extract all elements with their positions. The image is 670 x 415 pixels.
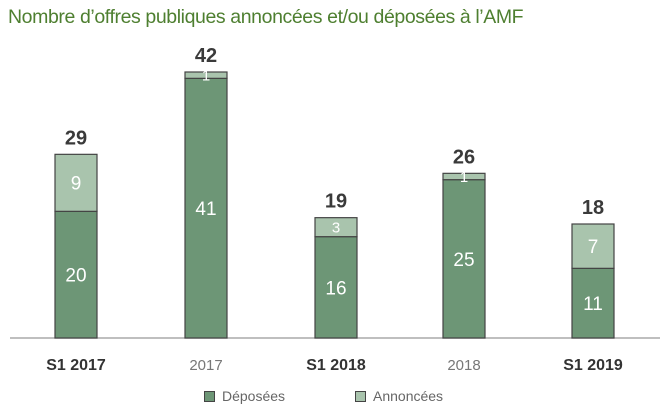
bar-deposees: [314, 236, 358, 339]
bar-deposees: [571, 267, 615, 339]
x-tick-label: S1 2019: [563, 357, 623, 374]
data-label-annoncees: 7: [588, 237, 599, 258]
x-tick-label: 2017: [189, 357, 222, 374]
x-tick-label: S1 2018: [306, 357, 366, 374]
total-label: 42: [195, 45, 217, 67]
total-label: 29: [65, 127, 87, 149]
legend-swatch-annoncees: [355, 390, 366, 402]
data-label-annoncees: 1: [202, 68, 210, 85]
data-label-deposees: 25: [453, 250, 474, 271]
total-label: 26: [453, 146, 475, 168]
bar-deposees: [442, 179, 486, 339]
x-tick-label: 2018: [447, 357, 480, 374]
total-label: 18: [582, 197, 604, 219]
bar-annoncees: [442, 172, 486, 181]
legend-label-annoncees: Annoncées: [373, 388, 444, 404]
legend-item-annoncees: Annoncées: [355, 388, 443, 404]
chart-title: Nombre d’offres publiques annoncées et/o…: [8, 6, 524, 28]
data-label-deposees: 16: [325, 278, 346, 299]
data-label-annoncees: 1: [460, 169, 468, 186]
bar-deposees: [184, 77, 228, 339]
legend-label-deposees: Déposées: [222, 388, 286, 404]
data-label-deposees: 20: [65, 266, 86, 287]
bar-annoncees: [54, 153, 98, 212]
data-label-annoncees: 9: [71, 174, 82, 195]
data-label-deposees: 41: [195, 199, 216, 220]
legend: Déposées Annoncées: [0, 388, 670, 408]
legend-item-deposees: Déposées: [204, 388, 285, 404]
bar-annoncees: [184, 71, 228, 79]
data-label-annoncees: 3: [332, 220, 340, 237]
bar-deposees: [54, 210, 98, 339]
bar-annoncees: [571, 223, 615, 269]
bar-annoncees: [314, 217, 358, 238]
total-label: 19: [325, 191, 347, 213]
legend-swatch-deposees: [204, 390, 215, 402]
x-tick-label: S1 2017: [46, 357, 106, 374]
data-label-deposees: 11: [583, 294, 603, 315]
